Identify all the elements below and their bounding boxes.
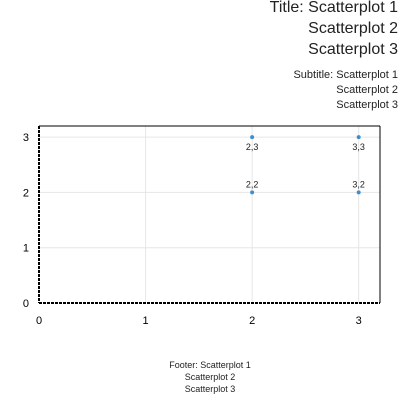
chart-subtitle: Subtitle: Scatterplot 1 Scatterplot 2 Sc… — [158, 68, 398, 113]
scatter-point — [250, 135, 255, 140]
chart-title: Title: Scatterplot 1 Scatterplot 2 Scatt… — [158, 0, 398, 60]
point-label: 2,3 — [246, 142, 259, 152]
x-tick-label: 3 — [356, 315, 362, 327]
tick-labels: 0 1 2 3 0 1 2 3 — [23, 132, 362, 327]
point-label: 3,3 — [352, 142, 365, 152]
y-tick-label: 3 — [23, 132, 29, 144]
scatter-point — [356, 190, 361, 195]
title-line: Title: Scatterplot 1 — [269, 0, 398, 16]
scatter-point — [250, 190, 255, 195]
chart-footer: Footer: Scatterplot 1 Scatterplot 2 Scat… — [110, 359, 310, 395]
y-tick-label: 0 — [23, 298, 29, 310]
point-label: 3,2 — [352, 179, 365, 189]
subtitle-line: Subtitle: Scatterplot 1 — [293, 69, 398, 81]
subtitle-line: Scatterplot 3 — [336, 99, 398, 111]
y-tick-label: 1 — [23, 243, 29, 255]
x-tick-label: 2 — [249, 315, 255, 327]
footer-line: Footer: Scatterplot 1 — [169, 360, 251, 370]
x-tick-label: 1 — [143, 315, 149, 327]
footer-line: Scatterplot 3 — [184, 384, 236, 394]
grid-lines — [39, 126, 380, 303]
footer-line: Scatterplot 2 — [184, 372, 236, 382]
point-label: 2,2 — [246, 179, 259, 189]
subtitle-line: Scatterplot 2 — [336, 84, 398, 96]
data-points: 2,3 3,3 2,2 3,2 — [246, 135, 365, 195]
title-line: Scatterplot 2 — [308, 20, 398, 37]
title-line: Scatterplot 3 — [308, 41, 398, 58]
scatter-point — [356, 135, 361, 140]
plot-frame — [38, 125, 381, 304]
y-tick-label: 2 — [23, 187, 29, 199]
x-tick-label: 0 — [36, 315, 42, 327]
